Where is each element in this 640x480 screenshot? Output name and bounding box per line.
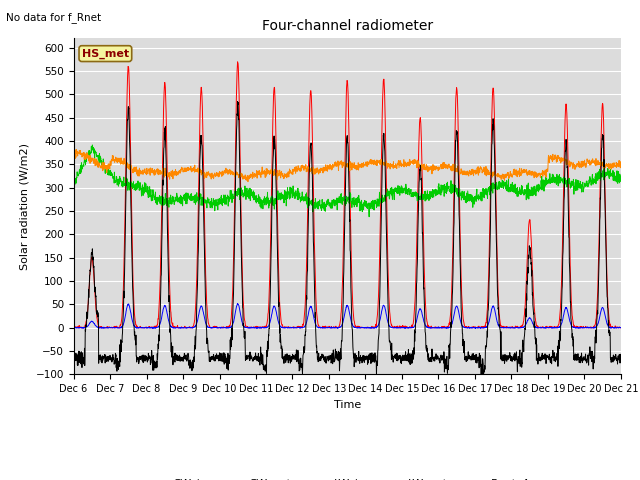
SW_out bbox=[584, 325, 592, 331]
Rnet_4way bbox=[569, 334, 577, 339]
LW_in bbox=[88, 142, 96, 148]
SW_in bbox=[584, 324, 592, 330]
LW_in bbox=[584, 184, 592, 190]
LW_out bbox=[506, 168, 514, 174]
Title: Four-channel radiometer: Four-channel radiometer bbox=[262, 19, 433, 33]
Line: LW_out: LW_out bbox=[74, 149, 621, 182]
Legend: SW_in, SW_out, LW_in, LW_out, Rnet_4way: SW_in, SW_out, LW_in, LW_out, Rnet_4way bbox=[138, 474, 557, 480]
LW_out bbox=[375, 158, 383, 164]
SW_out bbox=[149, 325, 157, 331]
LW_in bbox=[364, 202, 371, 208]
SW_out bbox=[234, 300, 241, 306]
Y-axis label: Solar radiation (W/m2): Solar radiation (W/m2) bbox=[20, 143, 30, 270]
Rnet_4way bbox=[375, 330, 383, 336]
Text: No data for f_Rnet: No data for f_Rnet bbox=[6, 12, 102, 23]
Rnet_4way bbox=[364, 356, 371, 362]
Rnet_4way bbox=[234, 99, 241, 105]
SW_out bbox=[376, 320, 383, 325]
SW_in bbox=[364, 325, 371, 331]
Line: SW_out: SW_out bbox=[74, 303, 621, 328]
SW_out bbox=[569, 324, 577, 330]
Line: Rnet_4way: Rnet_4way bbox=[74, 102, 621, 377]
LW_out bbox=[569, 162, 577, 168]
LW_in bbox=[617, 177, 625, 183]
Rnet_4way bbox=[617, 355, 625, 360]
LW_in bbox=[376, 195, 383, 201]
SW_in bbox=[234, 59, 241, 65]
LW_in bbox=[569, 181, 577, 187]
SW_in bbox=[70, 325, 77, 331]
Rnet_4way bbox=[584, 353, 592, 359]
LW_in bbox=[70, 178, 77, 184]
LW_out bbox=[584, 158, 592, 164]
LW_out bbox=[222, 168, 230, 174]
Rnet_4way bbox=[507, 358, 515, 363]
SW_in bbox=[506, 324, 514, 330]
LW_out bbox=[617, 161, 625, 167]
LW_in bbox=[223, 195, 230, 201]
SW_in bbox=[617, 325, 625, 331]
LW_out bbox=[70, 146, 77, 152]
X-axis label: Time: Time bbox=[333, 400, 361, 409]
SW_out bbox=[70, 325, 77, 331]
Rnet_4way bbox=[477, 374, 485, 380]
SW_out bbox=[223, 325, 230, 331]
SW_out bbox=[364, 325, 371, 331]
LW_out bbox=[244, 179, 252, 185]
SW_out bbox=[507, 325, 515, 331]
Rnet_4way bbox=[222, 357, 230, 362]
SW_in bbox=[569, 317, 577, 323]
Rnet_4way bbox=[70, 353, 77, 359]
SW_out bbox=[617, 325, 625, 331]
SW_in bbox=[375, 278, 383, 284]
LW_out bbox=[364, 159, 371, 165]
LW_in bbox=[365, 214, 373, 220]
Line: LW_in: LW_in bbox=[74, 145, 621, 217]
Line: SW_in: SW_in bbox=[74, 62, 621, 328]
LW_in bbox=[507, 189, 515, 194]
SW_in bbox=[222, 325, 230, 331]
Text: HS_met: HS_met bbox=[82, 48, 129, 59]
